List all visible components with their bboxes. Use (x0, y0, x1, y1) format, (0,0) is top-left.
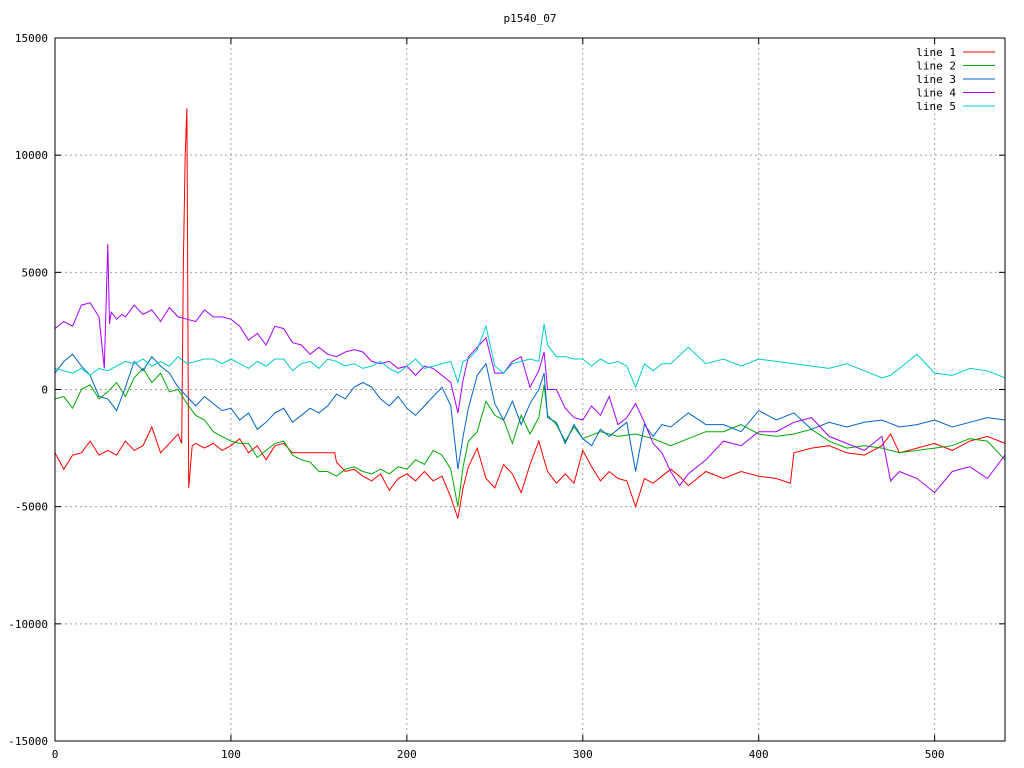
x-tick-label: 200 (397, 748, 417, 761)
x-tick-label: 400 (749, 748, 769, 761)
y-tick-label: -15000 (8, 735, 48, 748)
axes: -15000 -10000 -5000 0 5000 10000 15000 0 100 200 3… (8, 32, 1005, 761)
y-tick-label: 15000 (15, 32, 48, 45)
series-line-5 (54, 323, 1006, 389)
y-tick-label: -10000 (8, 618, 48, 631)
y-tick-label: 0 (41, 384, 48, 397)
chart-title: p1540_07 (504, 12, 557, 25)
series-line-4 (54, 244, 1006, 494)
series-line-2 (54, 367, 1006, 507)
legend-label: line 3 (916, 73, 956, 86)
grid (55, 38, 1005, 741)
series-group (54, 108, 1006, 519)
x-tick-label: 0 (52, 748, 59, 761)
y-tick-label: -5000 (15, 501, 48, 514)
series-line-3 (54, 353, 1006, 472)
legend-label: line 1 (916, 46, 956, 59)
x-tick-label: 300 (573, 748, 593, 761)
x-tick-label: 500 (925, 748, 945, 761)
x-tick-label: 100 (221, 748, 241, 761)
series-line-1 (54, 108, 1006, 519)
legend-label: line 5 (916, 100, 956, 113)
legend-label: line 4 (916, 87, 956, 100)
y-tick-label: 5000 (22, 266, 49, 279)
legend-label: line 2 (916, 60, 956, 73)
y-tick-label: 10000 (15, 149, 48, 162)
